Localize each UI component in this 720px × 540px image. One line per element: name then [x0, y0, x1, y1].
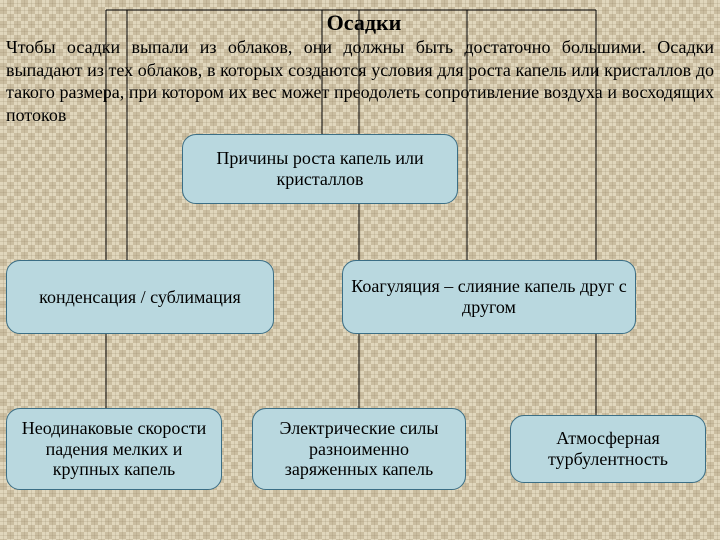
node-right-label: Коагуляция – слияние капель друг с друго… [351, 276, 627, 317]
intro-paragraph: Чтобы осадки выпали из облаков, они долж… [6, 36, 714, 126]
node-leaf2: Электрические силы разноименно заряженны… [252, 408, 466, 490]
node-left-label: конденсация / сублимация [39, 287, 241, 308]
node-leaf3-label: Атмосферная турбулентность [519, 428, 697, 469]
node-leaf1: Неодинаковые скорости падения мелких и к… [6, 408, 222, 490]
node-root-label: Причины роста капель или кристаллов [191, 148, 449, 189]
node-right: Коагуляция – слияние капель друг с друго… [342, 260, 636, 334]
node-leaf1-label: Неодинаковые скорости падения мелких и к… [15, 418, 213, 480]
page-title: Осадки [304, 10, 424, 38]
node-leaf2-label: Электрические силы разноименно заряженны… [261, 418, 457, 480]
node-leaf3: Атмосферная турбулентность [510, 415, 706, 483]
node-root: Причины роста капель или кристаллов [182, 134, 458, 204]
node-left: конденсация / сублимация [6, 260, 274, 334]
